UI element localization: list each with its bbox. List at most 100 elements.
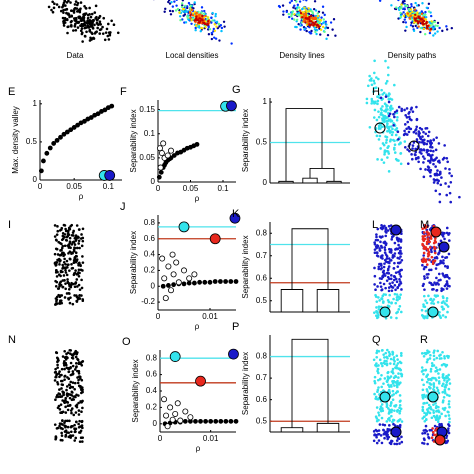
decoration-dot bbox=[83, 4, 86, 8]
decoration-dot bbox=[373, 248, 377, 251]
decoration-dot bbox=[385, 420, 389, 423]
decoration-dot bbox=[399, 15, 403, 19]
decoration-dot bbox=[439, 259, 442, 263]
decoration-dot bbox=[202, 21, 205, 25]
decoration-dot bbox=[53, 224, 57, 227]
decoration-dot bbox=[91, 26, 95, 29]
decoration-dot bbox=[438, 315, 442, 318]
y-tick-label: 0 bbox=[153, 419, 158, 428]
decoration-dot bbox=[58, 263, 61, 266]
decoration-dot bbox=[387, 94, 390, 98]
decoration-dot bbox=[387, 224, 391, 228]
decoration-dot bbox=[63, 424, 66, 427]
decoration-dot bbox=[405, 25, 408, 29]
decoration-dot bbox=[440, 287, 444, 290]
decoration-dot bbox=[415, 105, 418, 109]
decoration-dot bbox=[56, 357, 60, 360]
decoration-dot bbox=[391, 281, 394, 284]
decoration-dot bbox=[281, 4, 285, 7]
decoration-dot bbox=[73, 282, 77, 285]
decoration-dot bbox=[421, 388, 425, 392]
decoration-dot bbox=[433, 246, 437, 250]
decoration-dot bbox=[423, 237, 427, 241]
point bbox=[109, 103, 115, 109]
decoration-dot bbox=[408, 117, 412, 121]
decoration-dot bbox=[387, 277, 391, 281]
decoration-dot bbox=[382, 382, 385, 385]
decoration-dot bbox=[429, 248, 433, 252]
x-tick-label: 0 bbox=[156, 312, 161, 321]
decoration-dot bbox=[56, 258, 59, 262]
panel-letter: K bbox=[232, 208, 240, 220]
decoration-dot bbox=[389, 224, 393, 227]
decoration-dot bbox=[67, 287, 71, 291]
decoration-dot bbox=[442, 259, 445, 262]
decoration-dot bbox=[398, 400, 402, 403]
decoration-dot bbox=[382, 116, 386, 119]
decoration-dot bbox=[208, 28, 212, 31]
decoration-dot bbox=[204, 14, 207, 18]
decoration-dot bbox=[387, 350, 391, 354]
decoration-dot bbox=[61, 285, 65, 289]
decoration-dot bbox=[372, 90, 375, 93]
decoration-dot bbox=[387, 170, 391, 173]
decoration-dot bbox=[195, 15, 198, 18]
decoration-dot bbox=[377, 386, 380, 389]
decoration-dot bbox=[290, 0, 293, 3]
decoration-dot bbox=[74, 404, 78, 408]
decoration-dot bbox=[292, 6, 295, 9]
decoration-dot bbox=[386, 356, 389, 360]
decoration-dot bbox=[379, 285, 383, 288]
decoration-dot bbox=[53, 261, 57, 265]
decoration-dot bbox=[207, 32, 211, 36]
decoration-dot bbox=[429, 405, 432, 409]
decoration-dot bbox=[73, 3, 77, 6]
decoration-dot bbox=[385, 119, 389, 123]
decoration-dot bbox=[74, 269, 77, 272]
decoration-dot bbox=[421, 397, 425, 400]
decoration-dot bbox=[211, 11, 214, 15]
decoration-dot bbox=[397, 239, 400, 243]
decoration-dot bbox=[432, 382, 436, 385]
decoration-dot bbox=[63, 296, 67, 299]
decoration-dot bbox=[68, 419, 71, 423]
decoration-dot bbox=[382, 143, 386, 147]
decoration-dot bbox=[424, 265, 428, 269]
decoration-dot bbox=[441, 255, 444, 259]
decoration-dot bbox=[387, 257, 391, 260]
decoration-dot bbox=[63, 233, 67, 236]
decoration-dot bbox=[204, 26, 207, 29]
decoration-dot bbox=[422, 267, 426, 271]
decoration-dot bbox=[429, 145, 432, 149]
decoration-dot bbox=[386, 116, 389, 119]
panel-letter: P bbox=[232, 321, 239, 333]
decoration-dot bbox=[405, 127, 408, 131]
decoration-dot bbox=[323, 13, 326, 17]
highlight-point bbox=[229, 212, 241, 224]
decoration-dot bbox=[448, 394, 451, 398]
decoration-dot bbox=[447, 400, 451, 403]
decoration-dot bbox=[301, 16, 304, 19]
decoration-dot bbox=[394, 128, 397, 132]
decoration-dot bbox=[408, 17, 411, 20]
decoration-dot bbox=[427, 159, 430, 163]
decoration-dot bbox=[432, 409, 435, 412]
decoration-dot bbox=[377, 313, 380, 317]
highlight-point bbox=[104, 170, 116, 181]
decoration-dot bbox=[420, 366, 424, 369]
decoration-dot bbox=[420, 152, 423, 155]
decoration-dot bbox=[386, 150, 390, 153]
decoration-dot bbox=[60, 422, 63, 426]
decoration-dot bbox=[397, 0, 400, 2]
decoration-dot bbox=[175, 0, 178, 2]
decoration-dot bbox=[89, 15, 93, 19]
decoration-dot bbox=[55, 351, 59, 355]
decoration-dot bbox=[372, 86, 376, 90]
dendrogram-link bbox=[278, 180, 294, 183]
decoration-dot bbox=[79, 7, 82, 10]
decoration-dot bbox=[77, 262, 80, 265]
decoration-dot bbox=[428, 228, 432, 231]
decoration-dot bbox=[448, 191, 452, 195]
decoration-dot bbox=[316, 14, 320, 18]
decoration-dot bbox=[63, 253, 66, 256]
